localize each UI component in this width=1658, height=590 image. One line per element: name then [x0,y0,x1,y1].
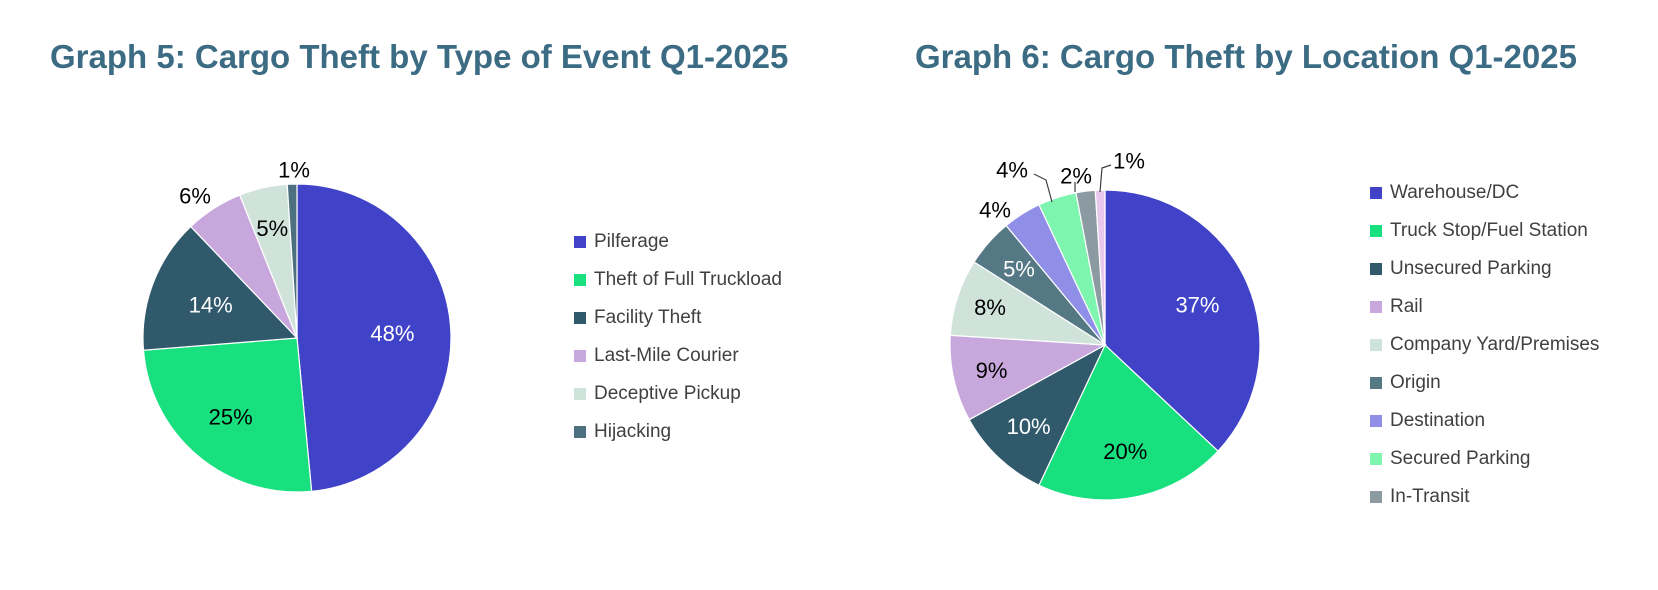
legend-label: Unsecured Parking [1390,258,1552,279]
leader-line [1099,164,1112,193]
slice-label: 8% [974,295,1006,320]
legend-item: Deceptive Pickup [574,375,782,413]
legend-item: Secured Parking [1370,440,1599,478]
legend-label: Truck Stop/Fuel Station [1390,220,1588,241]
legend-label: Hijacking [594,421,672,442]
legend-label: In-Transit [1390,486,1470,507]
pie-slice [296,183,452,492]
legend-swatch [1370,491,1382,503]
slice-label: 20% [1103,439,1147,464]
legend-item: Unsecured Parking [1370,250,1599,288]
legend-swatch [574,388,586,400]
legend-swatch [574,350,586,362]
legend-label: Company Yard/Premises [1390,334,1600,355]
legend-swatch [574,236,586,248]
pie-slice [968,343,1107,487]
legend-swatch [1370,415,1382,427]
chart-5-title: Graph 5: Cargo Theft by Type of Event Q1… [50,38,789,75]
legend-label: Rail [1390,296,1423,317]
pie-slice [949,334,1108,421]
pie-slice [142,337,313,493]
slice-label: 10% [1007,414,1051,439]
legend-swatch [574,312,586,324]
pie-slice [1038,343,1219,501]
legend-item: Origin [1370,364,1599,402]
legend-item: Theft of Full Truckload [574,261,782,299]
legend-item: Hijacking [574,413,782,451]
legend-label: Secured Parking [1390,448,1531,469]
slice-label: 1% [278,158,310,183]
legend-swatch [1370,225,1382,237]
legend-label: Facility Theft [594,307,702,328]
legend-swatch [1370,339,1382,351]
chart-6-legend: Warehouse/DC Truck Stop/Fuel Station Uns… [1370,174,1599,516]
slice-label: 5% [256,216,288,241]
pie-slice [286,183,298,339]
legend-item: Facility Theft [574,299,782,337]
slice-label: 4% [979,198,1011,223]
chart-5-legend: Pilferage Theft of Full Truckload Facili… [574,223,782,451]
legend-swatch [574,426,586,438]
pie-slice [1104,189,1261,452]
legend-swatch [1370,453,1382,465]
legend-label: Pilferage [594,231,669,252]
slice-label: 9% [976,358,1008,383]
leader-line [1033,173,1053,203]
legend-label: Origin [1390,372,1441,393]
slice-label: 1% [1113,149,1145,174]
slice-label: 48% [370,321,414,346]
legend-swatch [1370,187,1382,199]
legend-swatch [574,274,586,286]
legend-item: Pilferage [574,223,782,261]
legend-label: Last-Mile Courier [594,345,739,366]
legend-label: Deceptive Pickup [594,383,741,404]
legend-label: Destination [1390,410,1486,431]
legend-label: Warehouse/DC [1390,182,1520,203]
legend-item: Last-Mile Courier [574,337,782,375]
legend-item: Warehouse/DC [1370,174,1599,212]
chart-6-title: Graph 6: Cargo Theft by Location Q1-2025 [915,38,1577,75]
legend-item: Truck Stop/Fuel Station [1370,212,1599,250]
slice-label: 25% [209,405,253,430]
pie-slice [142,225,299,351]
legend-swatch [1370,377,1382,389]
slice-label: 5% [1003,257,1035,282]
slice-label: 37% [1175,292,1219,317]
legend-swatch [1370,263,1382,275]
legend-label: Theft of Full Truckload [594,269,782,290]
slice-label: 2% [1060,164,1092,189]
legend-item: Rail [1370,288,1599,326]
slice-label: 6% [179,184,211,209]
legend-item: In-Transit [1370,478,1599,516]
legend-item: Destination [1370,402,1599,440]
legend-swatch [1370,301,1382,313]
slice-label: 14% [189,293,233,318]
legend-item: Company Yard/Premises [1370,326,1599,364]
slice-label: 4% [996,158,1028,183]
